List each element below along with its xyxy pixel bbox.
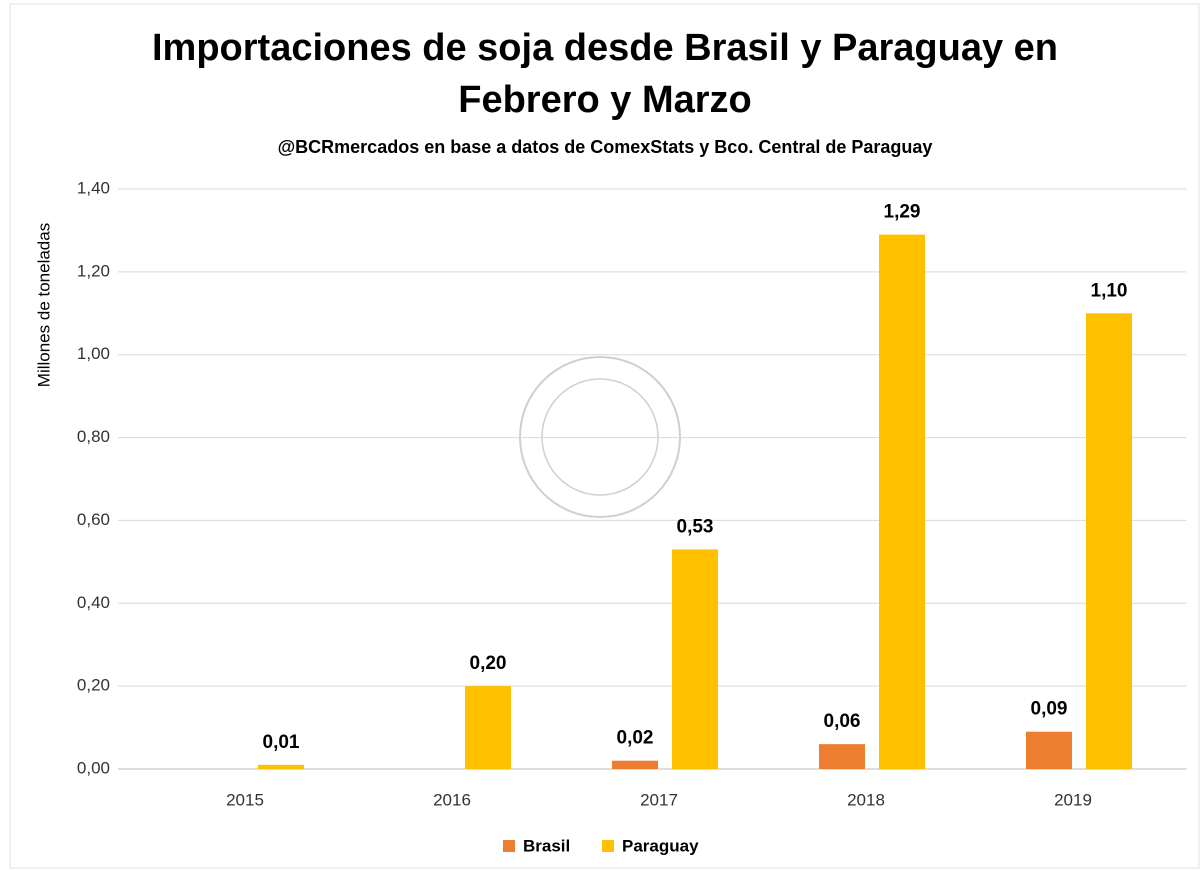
data-label: 0,09 — [1031, 699, 1068, 720]
data-label: 0,20 — [470, 653, 507, 674]
bar — [1026, 731, 1072, 769]
chart-subtitle: @BCRmercados en base a datos de ComexSta… — [278, 137, 933, 157]
bar — [465, 686, 511, 769]
bar — [819, 744, 865, 769]
watermark — [519, 356, 681, 518]
bar — [258, 764, 304, 769]
data-label: 0,53 — [677, 516, 714, 537]
x-tick-label: 2017 — [640, 790, 678, 809]
bar — [1086, 313, 1132, 769]
y-tick-label: 1,40 — [77, 178, 110, 197]
x-tick-label: 2016 — [433, 790, 471, 809]
x-tick-label: 2015 — [226, 790, 264, 809]
legend-swatch — [503, 840, 515, 852]
x-tick-label: 2018 — [847, 790, 885, 809]
bar — [879, 234, 925, 770]
x-tick-label: 2019 — [1054, 790, 1092, 809]
legend-label: Brasil — [523, 836, 570, 855]
chart-frame — [9, 3, 1200, 869]
bar — [672, 549, 718, 769]
data-label: 1,29 — [884, 202, 921, 223]
y-axis-label: Millones de toneladas — [34, 223, 53, 387]
bar — [612, 760, 658, 769]
chart-title: Febrero y Marzo — [458, 79, 752, 121]
chart-title: Importaciones de soja desde Brasil y Par… — [152, 27, 1058, 69]
y-tick-label: 0,60 — [77, 510, 110, 529]
y-tick-label: 0,40 — [77, 593, 110, 612]
legend-swatch — [602, 840, 614, 852]
data-label: 1,10 — [1091, 280, 1128, 301]
y-tick-label: 0,20 — [77, 676, 110, 695]
data-label: 0,02 — [617, 728, 654, 749]
y-tick-label: 1,00 — [77, 344, 110, 363]
data-label: 0,01 — [263, 732, 300, 753]
y-tick-label: 0,00 — [77, 758, 110, 777]
y-tick-label: 0,80 — [77, 427, 110, 446]
y-tick-label: 1,20 — [77, 261, 110, 280]
data-label: 0,06 — [824, 711, 861, 732]
legend-label: Paraguay — [622, 836, 699, 855]
